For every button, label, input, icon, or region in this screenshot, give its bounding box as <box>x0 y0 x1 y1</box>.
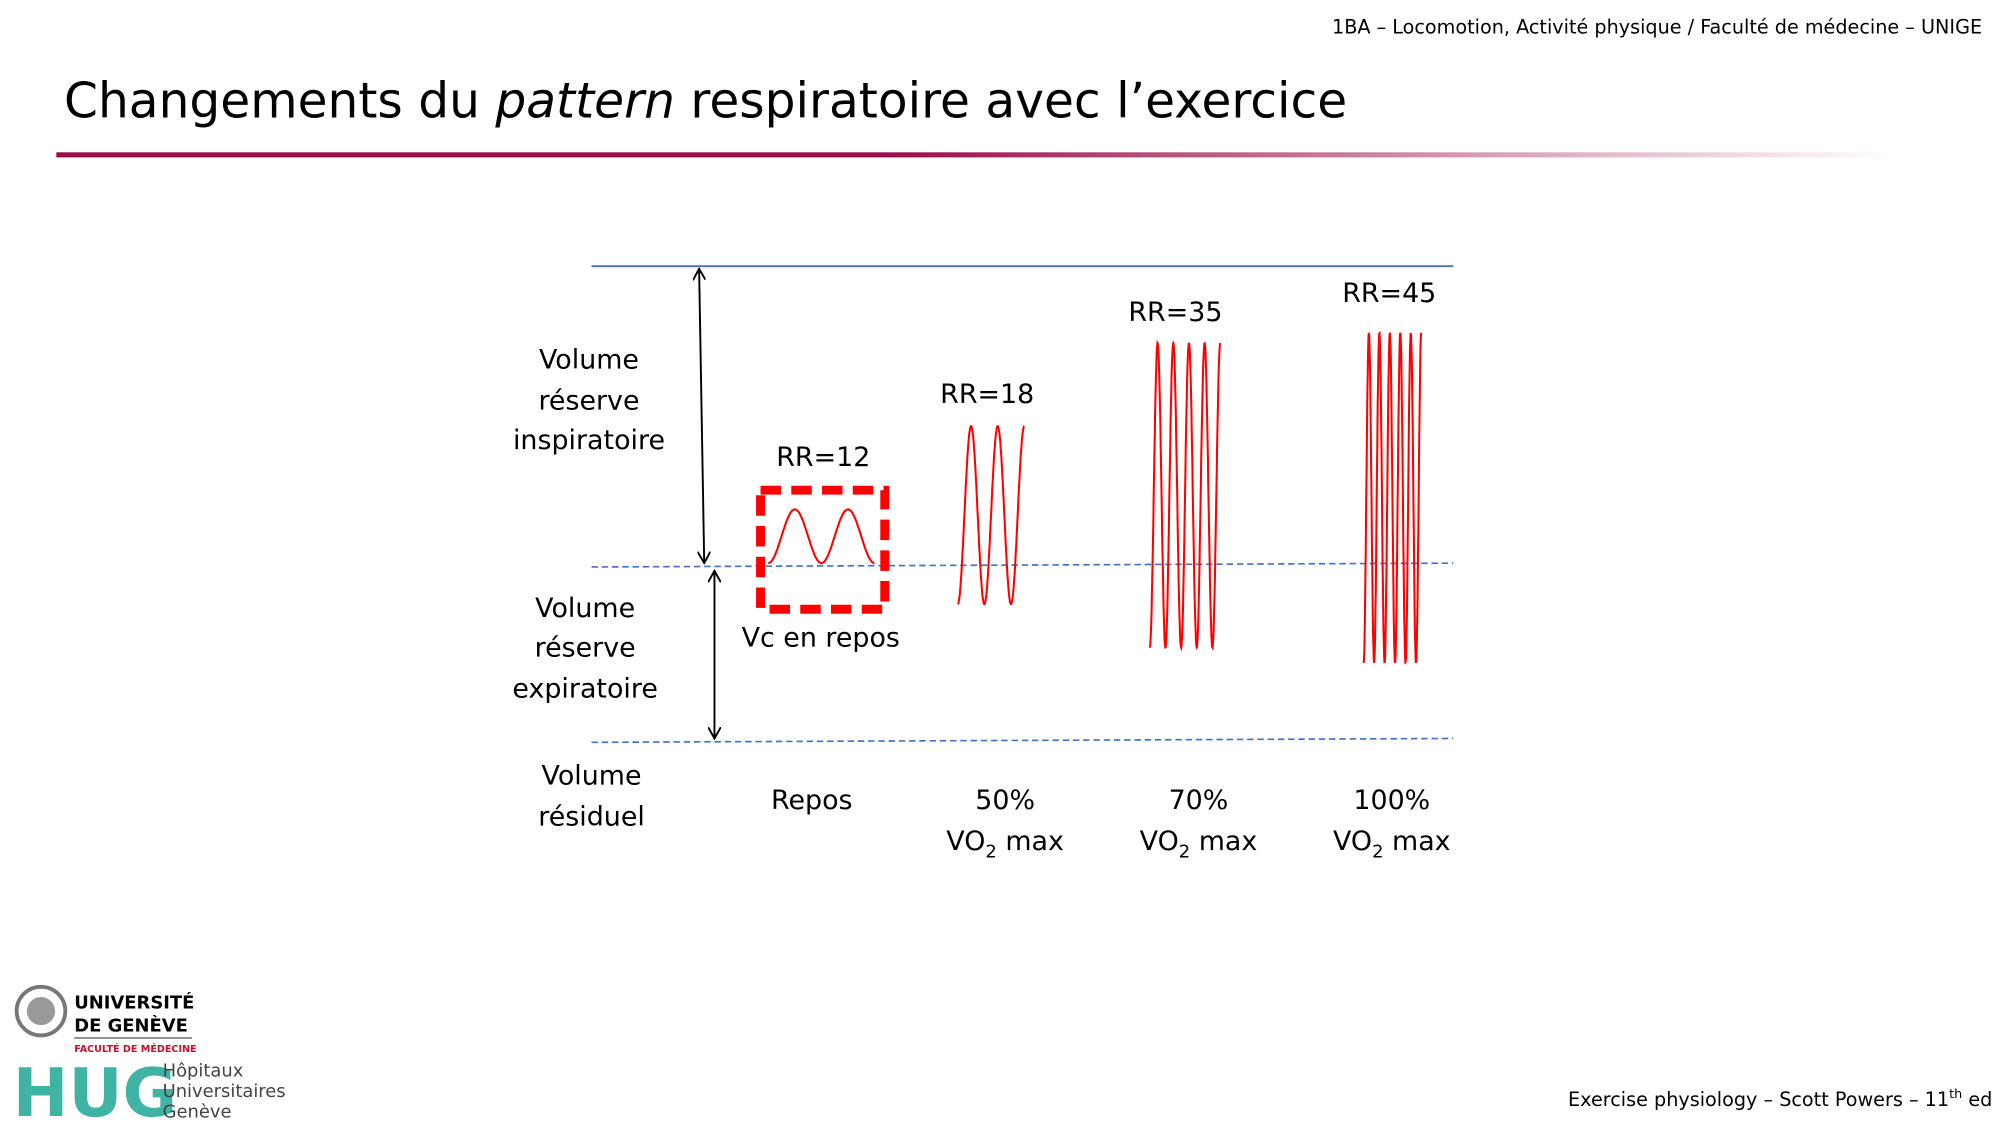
faculty-logo: FACULTÉ DE MÉDECINE <box>74 1042 196 1055</box>
condition-label: VO2 max <box>1140 826 1258 863</box>
condition-part: VO <box>1333 826 1372 857</box>
header: 1BA – Locomotion, Activité physique / Fa… <box>1332 15 1982 38</box>
rv-line <box>591 737 1454 744</box>
breathing-wave <box>1148 339 1222 652</box>
title-part: Changements du <box>64 74 495 130</box>
condition-part: VO <box>946 826 985 857</box>
highlight-box <box>756 485 890 614</box>
rr-label: RR=12 <box>776 442 870 473</box>
condition-label: VO2 max <box>946 826 1064 863</box>
title-italic: pattern <box>494 74 675 130</box>
condition-part: VO <box>1140 826 1179 857</box>
hug-logo: HUG <box>13 1054 177 1125</box>
subscript: 2 <box>985 842 996 863</box>
condition-label: Repos <box>771 785 853 816</box>
slide-title: Changements du pattern respiratoire avec… <box>64 74 1347 130</box>
condition-label: 100% <box>1353 785 1430 816</box>
rr-label: RR=18 <box>940 379 1034 410</box>
volume-label: Volume réserve inspiratoire <box>513 345 665 457</box>
condition-part: max <box>1383 826 1450 857</box>
condition-part: max <box>1190 826 1257 857</box>
seal-logo <box>26 997 56 1026</box>
seal-logo <box>14 984 68 1038</box>
title-underline <box>56 152 1896 158</box>
subscript: 2 <box>1372 842 1383 863</box>
rr-label: RR=45 <box>1342 278 1436 309</box>
condition-label: 50% <box>975 785 1035 816</box>
breathing-wave <box>768 508 875 565</box>
title-part: respiratoire avec l’exercice <box>675 74 1347 130</box>
frc-line <box>591 562 1454 568</box>
condition-label: 70% <box>1169 785 1229 816</box>
condition-part: max <box>997 826 1064 857</box>
volume-label: Volume résiduel <box>538 761 645 833</box>
rr-label: RR=35 <box>1128 297 1222 328</box>
box-label: Vc en repos <box>742 622 900 653</box>
unige-logo: UNIVERSITÉ DE GENÈVE <box>74 992 194 1037</box>
breathing-wave <box>1362 330 1423 665</box>
subscript: 2 <box>1179 842 1190 863</box>
condition-label: VO2 max <box>1333 826 1451 863</box>
footer: Exercise physiology – Scott Powers – 11t… <box>1568 1087 1992 1111</box>
hospital-logo: Hôpitaux Universitaires Genève <box>163 1060 286 1122</box>
breathing-wave <box>957 424 1025 606</box>
volume-label: Volume réserve expiratoire <box>512 593 657 705</box>
arrow <box>699 269 704 563</box>
